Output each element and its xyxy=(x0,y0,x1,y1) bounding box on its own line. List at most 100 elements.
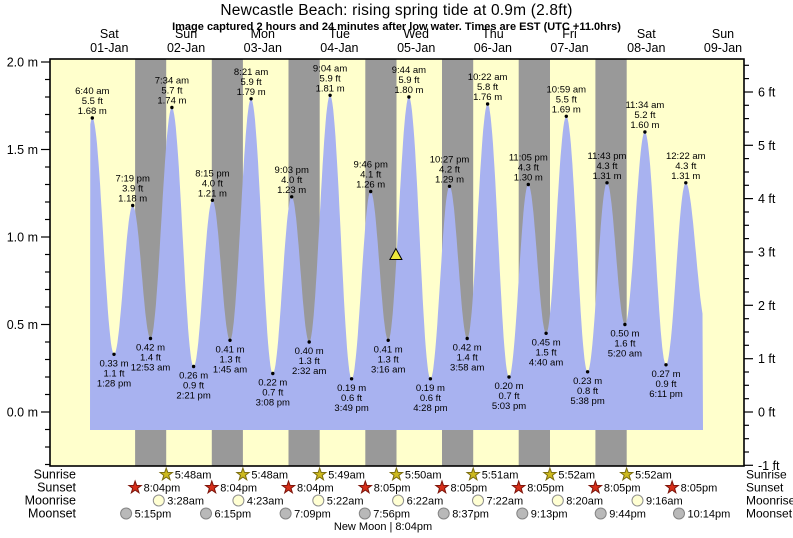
tide-event-text: 1.18 m xyxy=(118,194,147,205)
sunset-icon xyxy=(434,479,450,495)
tide-event-text: 3:58 am xyxy=(450,363,484,374)
tide-event-low: 0.23 m0.8 ft5:38 pm xyxy=(570,370,605,407)
moonrise-time: 9:16am xyxy=(646,496,683,508)
tide-event-low: 0.41 m1.3 ft1:45 am xyxy=(213,338,247,375)
tide-event-text: 1:28 pm xyxy=(97,378,131,389)
day-name: Sun xyxy=(712,27,734,41)
tide-extreme-dot xyxy=(307,340,311,344)
sunset-icon xyxy=(664,479,680,495)
tide-event-text: 0.41 m xyxy=(215,344,244,355)
left-axis-meters: 2.0 m 1.5 m 1.0 m 0.5 m 0.0 m xyxy=(7,56,50,466)
tide-event-low: 0.26 m0.9 ft2:21 pm xyxy=(176,364,211,402)
tide-event-text: 11:05 pm xyxy=(509,153,548,164)
tide-extreme-dot xyxy=(386,338,390,342)
tide-event-high: 11:05 pm4.3 ft1.30 m xyxy=(509,153,548,187)
day-date: 03-Jan xyxy=(244,41,282,55)
sunset-icon xyxy=(204,479,220,495)
tide-event-text: 1.30 m xyxy=(514,173,543,184)
tide-event-text: 5.9 ft xyxy=(241,77,262,88)
tide-extreme-dot xyxy=(507,375,511,379)
tide-event-text: 1.3 ft xyxy=(378,354,399,365)
moonset-time: 7:56pm xyxy=(373,509,410,521)
right-axis-feet: 6 ft 5 ft 4 ft 3 ft 2 ft 1 ft 0 ft -1 ft xyxy=(744,64,780,473)
tide-event-text: 5:20 am xyxy=(608,349,642,360)
tide-event-text: 4.3 ft xyxy=(518,163,539,174)
tide-event-text: 1.23 m xyxy=(277,185,306,196)
sunrise-icon xyxy=(542,466,558,482)
tide-extreme-dot xyxy=(131,203,135,208)
tide-event-text: 1.21 m xyxy=(198,188,227,199)
tide-event-low: 0.42 m1.4 ft3:58 am xyxy=(450,336,484,374)
tide-extreme-dot xyxy=(349,377,354,381)
sunset-label-left: Sunset xyxy=(37,481,76,495)
tide-extreme-dot xyxy=(407,95,411,99)
tide-event-text: 0.42 m xyxy=(453,343,482,354)
day-date: 06-Jan xyxy=(474,41,512,55)
tide-extreme-dot xyxy=(170,105,174,110)
tide-event-text: 6:40 am xyxy=(75,86,109,97)
sunrise-icon xyxy=(619,466,635,482)
tide-extreme-dot xyxy=(148,336,153,341)
day-date: 02-Jan xyxy=(167,41,205,55)
sunset-icon xyxy=(357,479,373,495)
moonrise-icon xyxy=(152,494,165,507)
tide-event-text: 2:32 am xyxy=(292,366,326,377)
tide-extreme-dot xyxy=(623,322,627,327)
tide-event-text: 0.7 ft xyxy=(262,388,283,399)
day-name: Sun xyxy=(175,27,197,41)
tide-event-text: 5:38 pm xyxy=(570,396,604,407)
sunset-icon xyxy=(587,479,604,495)
tide-event-text: 0.45 m xyxy=(532,337,561,348)
tide-extreme-dot xyxy=(465,336,469,341)
tide-event-text: 0.50 m xyxy=(610,329,639,340)
tide-event-text: 1.76 m xyxy=(473,92,502,103)
sunrise-icon xyxy=(465,466,481,482)
sunrise-time: 5:49am xyxy=(328,470,365,482)
tide-event-text: 4:28 pm xyxy=(413,403,447,414)
sunrise-icon xyxy=(388,466,405,482)
moon-phase-note: New Moon | 8:04pm xyxy=(333,521,433,533)
tide-event-low: 0.50 m1.6 ft5:20 am xyxy=(608,322,642,360)
tide-event-high: 10:27 pm4.2 ft1.29 m xyxy=(430,154,470,188)
tide-event-text: 0.19 m xyxy=(416,383,445,394)
tide-extreme-dot xyxy=(526,182,530,187)
tide-event-text: 5.5 ft xyxy=(556,94,577,105)
tide-event-text: 3:16 am xyxy=(371,364,405,375)
day-name: Tue xyxy=(329,27,350,41)
tide-extreme-dot xyxy=(90,116,95,120)
sunrise-label-right: Sunrise xyxy=(746,468,787,482)
moonset-icon xyxy=(437,507,450,520)
moonset-icon xyxy=(594,507,607,520)
tide-event-text: 1.80 m xyxy=(394,85,423,96)
tide-event-text: 9:03 pm xyxy=(275,165,309,176)
tide-event-high: 9:04 am5.9 ft1.81 m xyxy=(313,63,347,98)
tide-event-text: 5.9 ft xyxy=(320,73,341,84)
tide-event-text: 10:27 pm xyxy=(430,154,470,165)
tide-extreme-dot xyxy=(664,363,668,367)
sunrise-time: 5:50am xyxy=(405,470,442,482)
tide-extreme-dot xyxy=(112,352,116,356)
moonrise-icon xyxy=(472,494,484,507)
tide-extreme-dot xyxy=(290,195,294,199)
tide-event-text: 9:04 am xyxy=(313,63,347,74)
moonset-icon xyxy=(673,507,685,520)
tide-event-text: 0.27 m xyxy=(651,369,680,380)
row-sunset: Sunset Sunset 8:04pm 8:04pm 8:04pm 8:05pm 8:05… xyxy=(37,479,784,495)
tide-event-text: 0.40 m xyxy=(295,346,324,357)
tide-event-high: 12:22 am4.3 ft1.31 m xyxy=(666,151,706,185)
tide-event-text: 0.6 ft xyxy=(420,393,441,404)
tide-event-text: 1.74 m xyxy=(157,96,186,107)
day-name: Thu xyxy=(482,27,504,41)
tide-extreme-dot xyxy=(271,371,275,376)
tide-event-text: 8:21 am xyxy=(234,67,268,78)
moonset-icon xyxy=(516,507,529,520)
tide-event-high: 10:22 am5.8 ft1.76 m xyxy=(468,72,507,106)
right-axis-label: -1 ft xyxy=(758,459,780,473)
day-name: Wed xyxy=(403,27,429,41)
tide-event-high: 11:34 am5.2 ft1.60 m xyxy=(625,100,664,134)
tide-event-text: 0.20 m xyxy=(494,381,523,392)
tide-event-text: 5.2 ft xyxy=(634,110,655,121)
right-axis-label: 1 ft xyxy=(758,352,776,366)
tide-event-high: 9:46 pm4.1 ft1.26 m xyxy=(354,160,388,194)
